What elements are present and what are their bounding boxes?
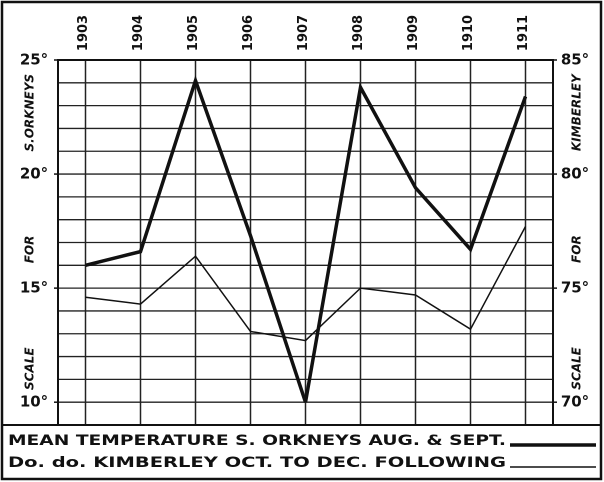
- y-tick-label: 20°: [20, 165, 48, 183]
- x-tick-label: 1908: [351, 15, 366, 51]
- y-tick-label: 25°: [20, 51, 48, 69]
- y2-tick-label: 70°: [561, 393, 589, 411]
- x-tick-label: 1907: [296, 15, 311, 51]
- series-line: [85, 75, 528, 403]
- x-tick-label: 1911: [516, 15, 531, 51]
- x-tick-label: 1905: [186, 15, 201, 51]
- y2-tick-label: 85°: [561, 51, 589, 69]
- x-tick-label: 1904: [131, 15, 146, 51]
- x-tick-label: 1903: [76, 15, 91, 51]
- series-line: [85, 226, 527, 342]
- legend-label: MEAN TEMPERATURE S. ORKNEYS AUG. & SEPT.: [8, 433, 506, 449]
- legend-label: Do. do. KIMBERLEY OCT. TO DEC. FOLLOWING: [8, 455, 506, 471]
- x-tick-label: 1906: [241, 15, 256, 51]
- y2-axis-label: SCALE FOR KIMBERLEY: [570, 73, 584, 390]
- y-axis-label: SCALE FOR S.ORKNEYS: [23, 74, 37, 390]
- x-tick-label: 1910: [461, 15, 476, 51]
- y-tick-label: 10°: [20, 393, 48, 411]
- x-tick-label: 1909: [406, 15, 421, 51]
- y-tick-label: 15°: [20, 279, 48, 297]
- y2-tick-label: 80°: [561, 165, 589, 183]
- y2-tick-label: 75°: [561, 279, 589, 297]
